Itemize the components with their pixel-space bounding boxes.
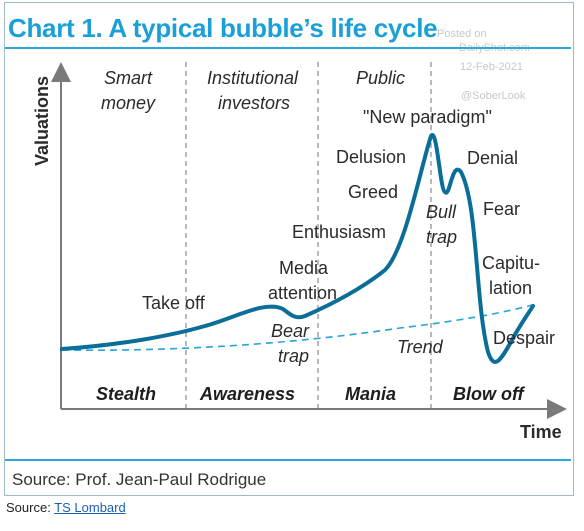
chart-title: Chart 1. A typical bubble’s life cycle — [8, 13, 438, 43]
trend-line — [61, 303, 537, 352]
source-link[interactable]: TS Lombard — [54, 500, 126, 515]
stage-denial: Denial — [467, 148, 518, 168]
stage-media-2: attention — [268, 283, 337, 303]
x-axis-label: Time — [520, 422, 562, 442]
investor-group-public: Public — [356, 68, 405, 88]
phase-stealth: Stealth — [96, 384, 156, 404]
phase-mania: Mania — [345, 384, 396, 404]
source-outer: Source: TS Lombard — [6, 500, 126, 515]
chart-frame — [4, 2, 574, 496]
stage-enthusiasm: Enthusiasm — [292, 222, 386, 242]
stage-greed: Greed — [348, 182, 398, 202]
stage-bull-2: trap — [426, 227, 457, 247]
watermark-handle: @SoberLook — [461, 90, 526, 102]
stage-fear: Fear — [483, 199, 520, 219]
stage-new-paradigm: "New paradigm" — [363, 107, 492, 127]
phase-blow-off: Blow off — [453, 384, 526, 404]
stage-media-1: Media — [279, 258, 329, 278]
stage-despair: Despair — [493, 328, 555, 348]
stage-bull-1: Bull — [426, 202, 457, 222]
watermark-posted-on: Posted on — [437, 28, 487, 40]
investor-group-smart-2: money — [101, 93, 156, 113]
stage-bear-1: Bear — [271, 321, 310, 341]
stage-capitulation-1: Capitu- — [482, 253, 540, 273]
bubble-curve — [60, 133, 535, 364]
phase-awareness: Awareness — [199, 384, 295, 404]
source-rule — [5, 459, 571, 461]
stage-capitulation-2: lation — [489, 278, 532, 298]
y-axis-label: Valuations — [32, 76, 52, 166]
title-rule — [5, 47, 571, 49]
investor-group-inst-2: investors — [218, 93, 290, 113]
investor-group-smart-1: Smart — [104, 68, 153, 88]
stage-delusion: Delusion — [336, 147, 406, 167]
trend-label: Trend — [397, 337, 444, 357]
stage-bear-2: trap — [278, 346, 309, 366]
source-outer-prefix: Source: — [6, 500, 55, 515]
source-inner: Source: Prof. Jean-Paul Rodrigue — [12, 470, 267, 489]
watermark-date: 12-Feb-2021 — [460, 61, 523, 73]
investor-group-inst-1: Institutional — [207, 68, 299, 88]
stage-take-off: Take off — [142, 293, 206, 313]
